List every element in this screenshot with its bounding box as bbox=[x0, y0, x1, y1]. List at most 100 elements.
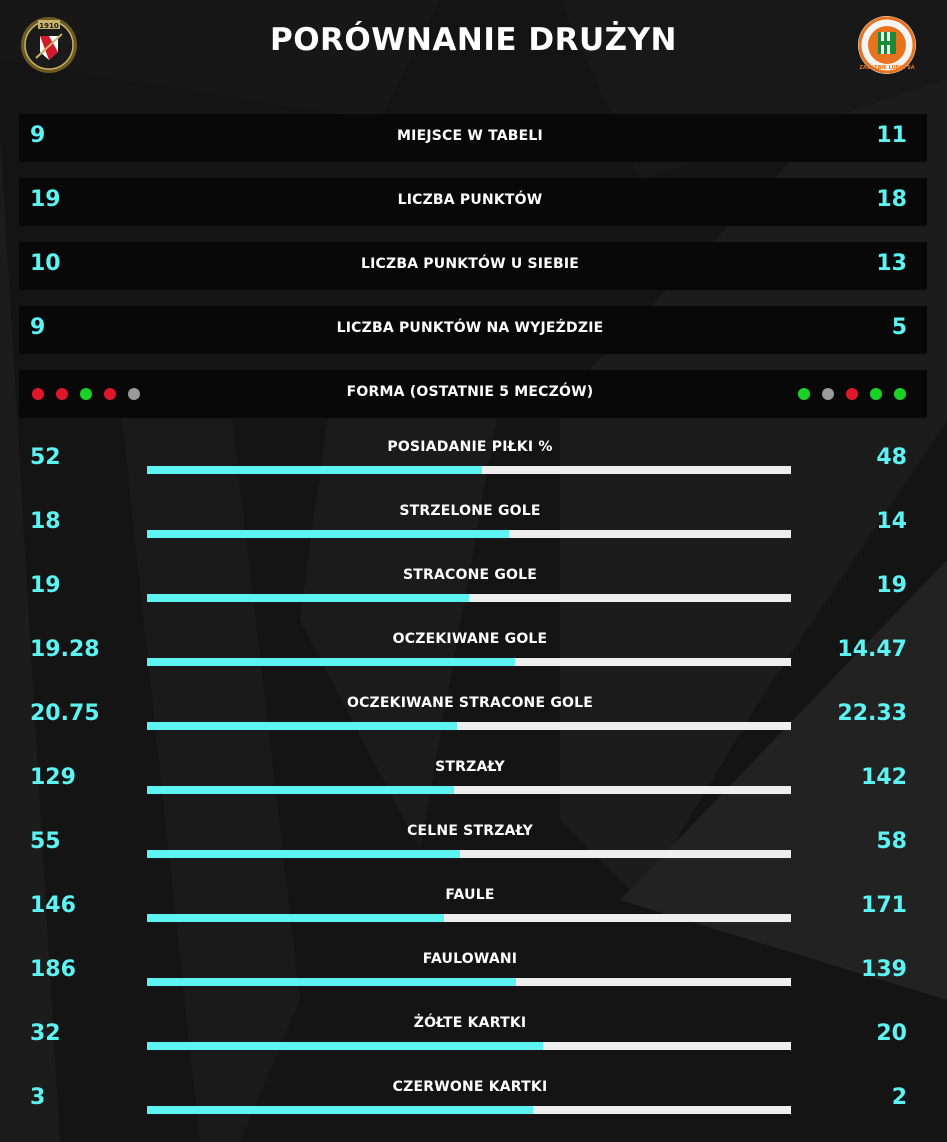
stat-row-bar: 55 CELNE STRZAŁY 58 bbox=[0, 818, 947, 882]
home-value: 10 bbox=[30, 251, 61, 276]
away-value: 14 bbox=[876, 509, 907, 534]
stat-row-bar: 3 CZERWONE KARTKI 2 bbox=[0, 1074, 947, 1138]
header: 1910 PORÓWNANIE DRUŻYN ZAGŁĘBIE LUBIN SA bbox=[0, 0, 947, 90]
comparison-bar bbox=[147, 786, 791, 794]
form-loss-dot bbox=[104, 388, 116, 400]
comparison-bar bbox=[147, 1042, 791, 1050]
away-value: 11 bbox=[876, 123, 907, 148]
crest-year: 1910 bbox=[39, 22, 59, 30]
stat-label: STRZAŁY bbox=[435, 759, 505, 775]
home-share-fill bbox=[147, 850, 461, 858]
home-value: 3 bbox=[30, 1085, 46, 1110]
stat-row-bar: 20.75 OCZEKIWANE STRACONE GOLE 22.33 bbox=[0, 690, 947, 754]
stat-label: POSIADANIE PIŁKI % bbox=[387, 439, 553, 455]
comparison-bar bbox=[147, 978, 791, 986]
form-loss-dot bbox=[846, 388, 858, 400]
widzew-crest-icon: 1910 bbox=[21, 17, 77, 73]
home-share-fill bbox=[147, 722, 458, 730]
away-value: 18 bbox=[876, 187, 907, 212]
comparison-bar bbox=[147, 466, 791, 474]
home-value: 32 bbox=[30, 1021, 61, 1046]
stat-label: LICZBA PUNKTÓW NA WYJEŹDZIE bbox=[336, 320, 604, 336]
comparison-bar bbox=[147, 1106, 791, 1114]
stat-row-band bbox=[19, 306, 927, 354]
stat-row-bar: 19.28 OCZEKIWANE GOLE 14.47 bbox=[0, 626, 947, 690]
home-share-fill bbox=[147, 466, 482, 474]
home-value: 19 bbox=[30, 187, 61, 212]
stat-row-bar: 19 STRACONE GOLE 19 bbox=[0, 562, 947, 626]
stat-row-bar: 146 FAULE 171 bbox=[0, 882, 947, 946]
stat-row-band bbox=[19, 242, 927, 290]
comparison-bar bbox=[147, 594, 791, 602]
stat-row-home-points: 10 LICZBA PUNKTÓW U SIEBIE 13 bbox=[0, 242, 947, 306]
away-value: 13 bbox=[876, 251, 907, 276]
stat-row-bar: 32 ŻÓŁTE KARTKI 20 bbox=[0, 1010, 947, 1074]
stat-row-bar: 129 STRZAŁY 142 bbox=[0, 754, 947, 818]
away-value: 48 bbox=[876, 445, 907, 470]
home-share-fill bbox=[147, 658, 515, 666]
away-value: 142 bbox=[861, 765, 907, 790]
form-draw-dot bbox=[822, 388, 834, 400]
stat-label: FORMA (OSTATNIE 5 MECZÓW) bbox=[346, 384, 594, 400]
home-value: 9 bbox=[30, 315, 46, 340]
stat-label: STRACONE GOLE bbox=[402, 567, 538, 583]
comparison-bar bbox=[147, 530, 791, 538]
home-value: 19.28 bbox=[30, 637, 100, 662]
stat-label: ŻÓŁTE KARTKI bbox=[413, 1015, 527, 1031]
form-draw-dot bbox=[128, 388, 140, 400]
home-value: 55 bbox=[30, 829, 61, 854]
form-win-dot bbox=[798, 388, 810, 400]
away-value: 14.47 bbox=[837, 637, 907, 662]
away-value: 22.33 bbox=[837, 701, 907, 726]
stat-label: OCZEKIWANE GOLE bbox=[392, 631, 548, 647]
page-title: PORÓWNANIE DRUŻYN bbox=[269, 22, 678, 58]
crest-text: ZAGŁĘBIE LUBIN SA bbox=[859, 65, 914, 71]
home-value: 9 bbox=[30, 123, 46, 148]
away-value: 20 bbox=[876, 1021, 907, 1046]
comparison-bar bbox=[147, 850, 791, 858]
home-value: 52 bbox=[30, 445, 61, 470]
home-value: 20.75 bbox=[30, 701, 100, 726]
stat-label: MIEJSCE W TABELI bbox=[397, 128, 543, 144]
stat-row-bar: 52 POSIADANIE PIŁKI % 48 bbox=[0, 434, 947, 498]
home-value: 19 bbox=[30, 573, 61, 598]
stat-label: OCZEKIWANE STRACONE GOLE bbox=[346, 695, 593, 711]
stat-row-bar: 18 STRZELONE GOLE 14 bbox=[0, 498, 947, 562]
comparison-bar bbox=[147, 658, 791, 666]
away-value: 139 bbox=[861, 957, 907, 982]
home-share-fill bbox=[147, 914, 444, 922]
stat-label: FAULE bbox=[445, 887, 495, 903]
away-value: 171 bbox=[861, 893, 907, 918]
home-share-fill bbox=[147, 786, 454, 794]
home-value: 146 bbox=[30, 893, 76, 918]
home-share-fill bbox=[147, 594, 469, 602]
home-value: 186 bbox=[30, 957, 76, 982]
zaglebie-crest-icon: ZAGŁĘBIE LUBIN SA bbox=[858, 16, 916, 74]
stat-row-points: 19 LICZBA PUNKTÓW 18 bbox=[0, 178, 947, 242]
home-share-fill bbox=[147, 1106, 534, 1114]
stat-row-table-position: 9 MIEJSCE W TABELI 11 bbox=[0, 114, 947, 178]
stat-row-away-points: 9 LICZBA PUNKTÓW NA WYJEŹDZIE 5 bbox=[0, 306, 947, 370]
stat-row-form: FORMA (OSTATNIE 5 MECZÓW) bbox=[0, 370, 947, 434]
stat-row-band bbox=[19, 178, 927, 226]
stat-row-band bbox=[19, 114, 927, 162]
comparison-bar bbox=[147, 722, 791, 730]
home-value: 129 bbox=[30, 765, 76, 790]
stat-label: CELNE STRZAŁY bbox=[407, 823, 533, 839]
away-value: 58 bbox=[876, 829, 907, 854]
form-loss-dot bbox=[56, 388, 68, 400]
stat-row-band bbox=[19, 370, 927, 418]
comparison-bar bbox=[147, 914, 791, 922]
stat-label: LICZBA PUNKTÓW U SIEBIE bbox=[360, 256, 580, 272]
form-loss-dot bbox=[32, 388, 44, 400]
home-value: 18 bbox=[30, 509, 61, 534]
stat-label: LICZBA PUNKTÓW bbox=[397, 192, 543, 208]
away-value: 5 bbox=[891, 315, 907, 340]
stat-label: STRZELONE GOLE bbox=[399, 503, 541, 519]
stat-label: CZERWONE KARTKI bbox=[392, 1079, 548, 1095]
away-form-dots bbox=[798, 388, 906, 400]
home-share-fill bbox=[147, 1042, 544, 1050]
away-value: 19 bbox=[876, 573, 907, 598]
home-share-fill bbox=[147, 530, 510, 538]
home-share-fill bbox=[147, 978, 516, 986]
